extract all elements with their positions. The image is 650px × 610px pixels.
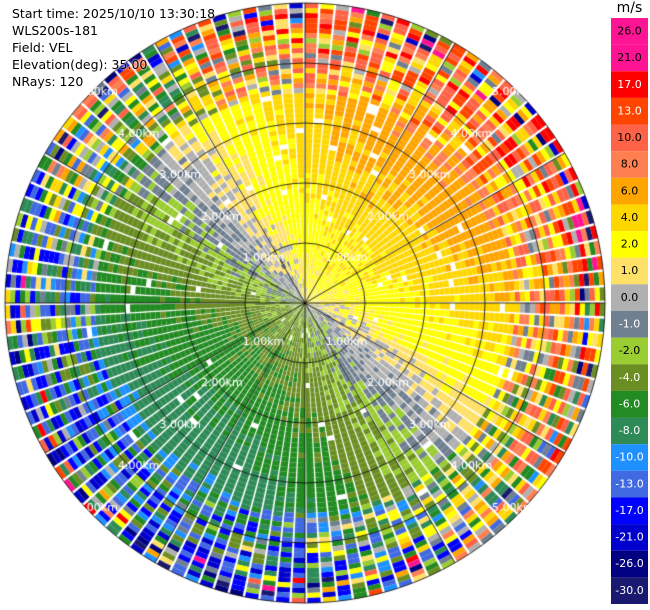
colorbar-tick-label: 2.0 xyxy=(621,238,639,251)
colorbar-swatch xyxy=(611,231,648,258)
start-time-label: Start time: 2025/10/10 13:30:18 xyxy=(12,6,216,21)
colorbar-unit: m/s xyxy=(616,0,643,16)
colorbar-swatch xyxy=(611,71,648,98)
colorbar-swatch xyxy=(611,18,648,45)
colorbar-swatch xyxy=(611,257,648,285)
colorbar-swatch xyxy=(611,577,648,604)
colorbar-swatch xyxy=(611,470,648,498)
ppi-plot xyxy=(0,0,610,610)
colorbar-tick-label: -1.0 xyxy=(619,318,640,331)
colorbar-swatch xyxy=(611,417,648,445)
colorbar-tick-label: -10.0 xyxy=(615,451,643,464)
colorbar-tick-label: 6.0 xyxy=(621,184,639,197)
colorbar-tick-label: 8.0 xyxy=(621,158,639,171)
colorbar-swatch xyxy=(611,364,648,391)
colorbar-tick-label: 17.0 xyxy=(617,78,642,91)
instrument-label: WLS200s-181 xyxy=(12,23,98,38)
colorbar-swatch xyxy=(611,311,648,338)
colorbar-tick-label: -4.0 xyxy=(619,371,640,384)
colorbar-tick-label: 21.0 xyxy=(617,51,642,64)
colorbar-swatch xyxy=(611,204,648,232)
colorbar-tick-label: -30.0 xyxy=(615,584,643,597)
colorbar-swatch xyxy=(611,177,648,205)
colorbar-tick-label: -26.0 xyxy=(615,557,643,570)
colorbar-swatch xyxy=(611,124,648,152)
colorbar-swatch xyxy=(611,550,648,578)
colorbar-tick-label: 13.0 xyxy=(617,104,642,117)
colorbar: 26.0 21.0 17.0 13.0 10.0 8.0 6.0 4.0 2.0 1.0 0.0 -1… xyxy=(611,18,648,604)
colorbar-swatch xyxy=(611,284,648,311)
colorbar-swatch xyxy=(611,524,648,551)
colorbar-swatch xyxy=(611,444,648,471)
colorbar-tick-label: -21.0 xyxy=(615,531,643,544)
colorbar-tick-label: 10.0 xyxy=(617,131,642,144)
elevation-label: Elevation(deg): 35.00 xyxy=(12,57,148,72)
colorbar-tick-label: 0.0 xyxy=(621,291,639,304)
colorbar-swatch xyxy=(611,97,648,125)
field-label: Field: VEL xyxy=(12,40,73,55)
colorbar-tick-label: -17.0 xyxy=(615,504,643,517)
colorbar-swatch xyxy=(611,390,648,418)
colorbar-tick-label: -8.0 xyxy=(619,424,640,437)
colorbar-tick-label: 1.0 xyxy=(621,264,639,277)
colorbar-swatch xyxy=(611,337,648,365)
nrays-label: NRays: 120 xyxy=(12,74,84,89)
colorbar-swatch xyxy=(611,151,648,178)
colorbar-swatch xyxy=(611,44,648,72)
colorbar-tick-label: 26.0 xyxy=(617,25,642,38)
colorbar-tick-label: 4.0 xyxy=(621,211,639,224)
colorbar-tick-label: -2.0 xyxy=(619,344,640,357)
colorbar-tick-label: -13.0 xyxy=(615,477,643,490)
colorbar-swatch xyxy=(611,497,648,525)
colorbar-tick-label: -6.0 xyxy=(619,397,640,410)
